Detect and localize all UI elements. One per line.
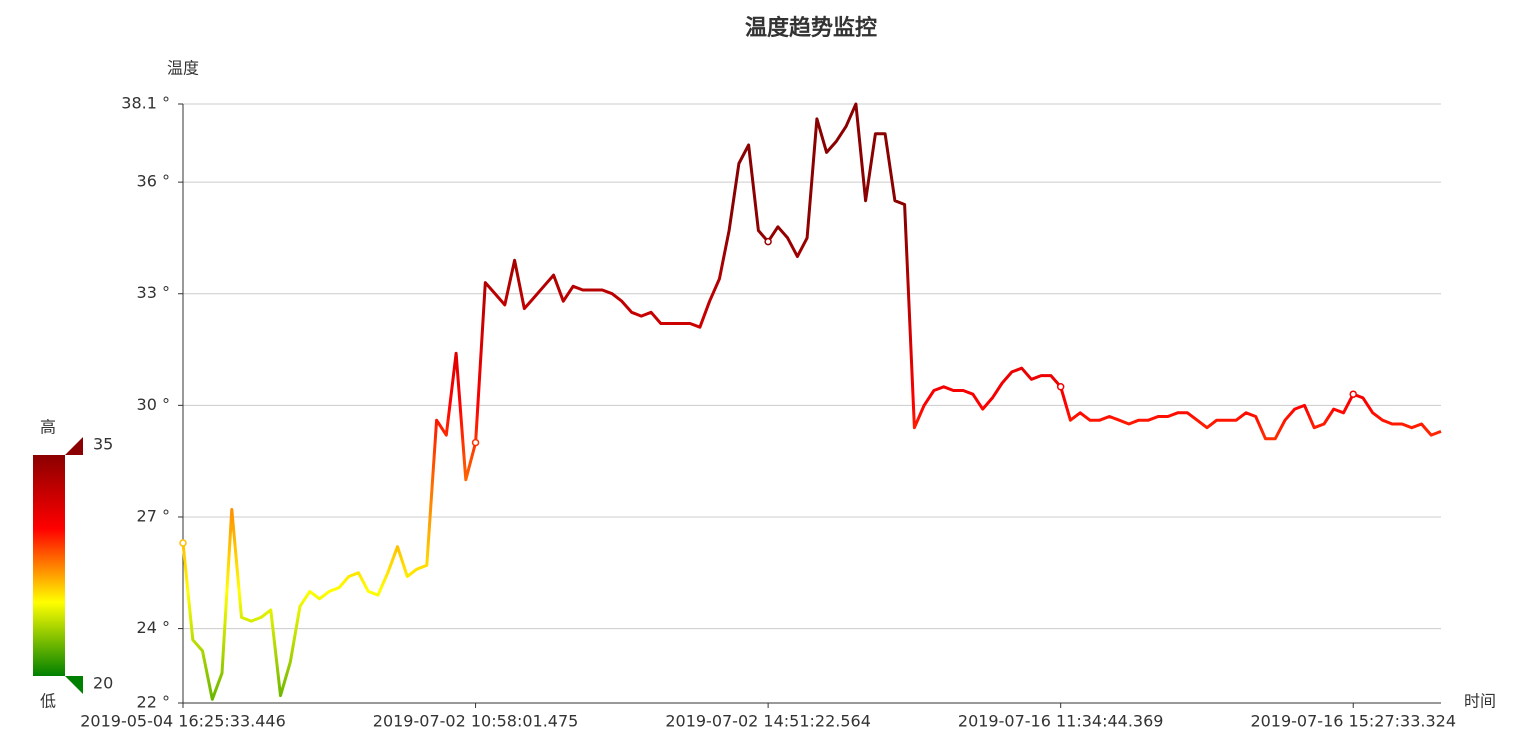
chart-title: 温度趋势监控 [745, 15, 877, 41]
y-axis-label: 温度 [167, 59, 199, 78]
point [179, 539, 187, 547]
y-tick-label: 36 ° [137, 172, 170, 191]
visual-map-bar [33, 455, 65, 676]
point [471, 438, 480, 447]
x-tick-label: 2019-07-02 10:58:01.475 [373, 712, 579, 731]
x-tick-label: 2019-07-16 15:27:33.324 [1250, 712, 1456, 731]
y-tick-label: 22 ° [137, 693, 170, 712]
x-tick-label: 2019-07-16 11:34:44.369 [958, 712, 1164, 731]
y-tick-label: 27 ° [137, 506, 170, 525]
y-tick-label: 30 ° [137, 395, 170, 414]
visual-map-high: 高 [40, 418, 56, 437]
y-tick-label: 38.1 ° [121, 94, 170, 113]
y-tick-label: 24 ° [137, 618, 170, 637]
y-tick-label: 33 ° [137, 283, 170, 302]
visual-map-handle-low [65, 676, 83, 694]
point [1349, 390, 1357, 398]
visual-map-min: 20 [93, 674, 113, 693]
x-axis-label: 时间 [1464, 692, 1496, 711]
visual-map-handle-high [65, 437, 83, 455]
point [764, 237, 772, 246]
point [1056, 383, 1065, 391]
x-tick-label: 2019-05-04 16:25:33.446 [80, 712, 286, 731]
visual-map-low: 低 [40, 692, 56, 711]
x-tick-label: 2019-07-02 14:51:22.564 [665, 712, 871, 731]
visual-map-max: 35 [93, 435, 113, 454]
line [181, 102, 1442, 701]
